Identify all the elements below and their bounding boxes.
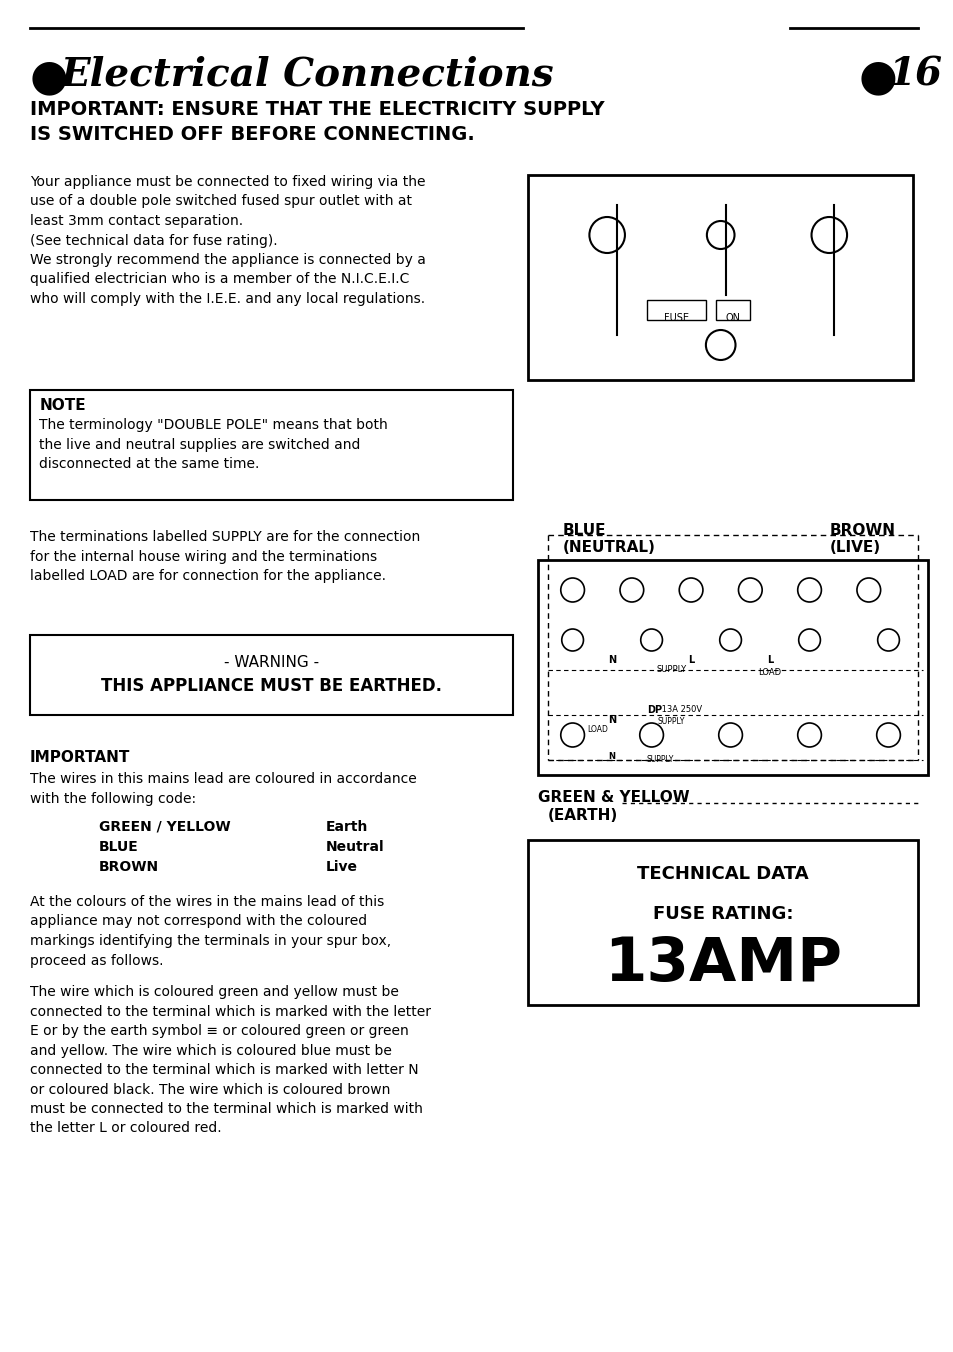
Bar [528, 174, 912, 380]
Text: GREEN / YELLOW: GREEN / YELLOW [98, 821, 230, 834]
Text: IMPORTANT: IMPORTANT [30, 750, 130, 765]
Text: IMPORTANT: ENSURE THAT THE ELECTRICITY SUPPLY
IS SWITCHED OFF BEFORE CONNECTING.: IMPORTANT: ENSURE THAT THE ELECTRICITY S… [30, 100, 603, 145]
Text: BROWN: BROWN [828, 523, 894, 538]
Text: DP: DP [646, 704, 661, 715]
Text: NOTE: NOTE [39, 397, 86, 412]
Text: SUPPLY: SUPPLY [646, 754, 674, 764]
Text: (EARTH): (EARTH) [547, 808, 618, 823]
Text: BLUE: BLUE [562, 523, 605, 538]
Text: TECHNICAL DATA: TECHNICAL DATA [637, 865, 808, 883]
Text: Earth: Earth [326, 821, 368, 834]
Text: N: N [607, 715, 616, 725]
Text: The wires in this mains lead are coloured in accordance
with the following code:: The wires in this mains lead are coloure… [30, 772, 416, 806]
Text: Your appliance must be connected to fixed wiring via the
use of a double pole sw: Your appliance must be connected to fixe… [30, 174, 425, 306]
Text: ON: ON [724, 314, 740, 323]
Text: (NEUTRAL): (NEUTRAL) [562, 539, 655, 556]
Text: 13AMP: 13AMP [603, 936, 841, 994]
Bar [30, 635, 513, 715]
Text: ●: ● [30, 55, 69, 97]
Bar [528, 840, 917, 1005]
Text: The terminations labelled SUPPLY are for the connection
for the internal house w: The terminations labelled SUPPLY are for… [30, 530, 419, 583]
Text: L: L [766, 654, 772, 665]
Text: N: N [607, 654, 616, 665]
Text: SUPPLY: SUPPLY [657, 717, 684, 726]
Text: 16: 16 [887, 55, 942, 93]
Bar [715, 300, 749, 320]
Text: Live: Live [326, 860, 357, 873]
Text: GREEN & YELLOW: GREEN & YELLOW [537, 790, 689, 804]
Text: SUPPLY: SUPPLY [656, 665, 685, 675]
Text: - WARNING -: - WARNING - [224, 654, 318, 671]
Text: N: N [608, 752, 615, 761]
Text: ●: ● [858, 55, 897, 97]
Text: FUSE: FUSE [663, 314, 688, 323]
Text: FUSE RATING:: FUSE RATING: [652, 904, 793, 923]
Text: (LIVE): (LIVE) [828, 539, 880, 556]
Bar [30, 389, 513, 500]
Text: THIS APPLIANCE MUST BE EARTHED.: THIS APPLIANCE MUST BE EARTHED. [101, 677, 441, 695]
Text: 13A 250V: 13A 250V [659, 704, 701, 714]
Text: Neutral: Neutral [326, 840, 384, 854]
Text: LOAD: LOAD [758, 668, 781, 677]
Text: The terminology "DOUBLE POLE" means that both
the live and neutral supplies are : The terminology "DOUBLE POLE" means that… [39, 418, 388, 470]
Text: The wire which is coloured green and yellow must be
connected to the terminal wh: The wire which is coloured green and yel… [30, 986, 430, 1136]
Text: BLUE: BLUE [98, 840, 138, 854]
Text: LOAD: LOAD [586, 725, 607, 734]
Text: At the colours of the wires in the mains lead of this
appliance may not correspo: At the colours of the wires in the mains… [30, 895, 391, 968]
Text: Electrical Connections: Electrical Connections [61, 55, 555, 93]
Bar [646, 300, 705, 320]
Bar [537, 560, 927, 775]
Text: BROWN: BROWN [98, 860, 159, 873]
Text: L: L [687, 654, 694, 665]
